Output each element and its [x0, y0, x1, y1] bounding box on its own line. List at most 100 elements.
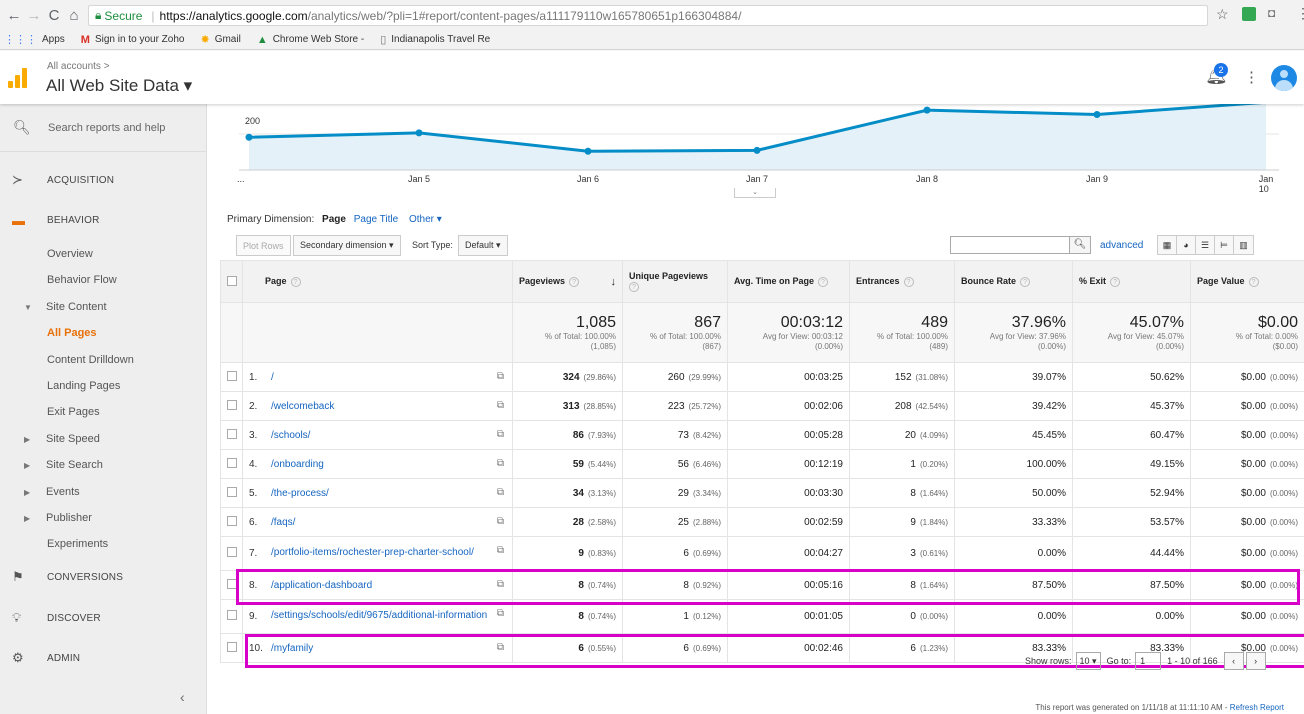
- help-icon[interactable]: ?: [569, 276, 580, 287]
- page-link[interactable]: /onboarding: [271, 458, 324, 470]
- row-checkbox[interactable]: [220, 391, 243, 421]
- page-link[interactable]: /settings/schools/edit/9675/additional-i…: [271, 610, 488, 622]
- help-icon[interactable]: ?: [818, 277, 829, 287]
- column-unique-pageviews[interactable]: Unique Pageviews?: [622, 260, 728, 303]
- bookmark-indianapolis[interactable]: ▯ Indianapolis Travel Re: [380, 34, 491, 46]
- reload-icon[interactable]: C: [48, 6, 60, 24]
- search-reports[interactable]: 🔍︎ Search reports and help: [0, 104, 207, 152]
- back-icon[interactable]: ←: [6, 6, 22, 24]
- sidebar-item-experiments[interactable]: Experiments: [47, 538, 109, 550]
- secondary-dimension-dropdown[interactable]: Secondary dimension ▾: [293, 235, 401, 256]
- dimension-page[interactable]: Page: [322, 214, 346, 225]
- row-checkbox[interactable]: [220, 478, 243, 508]
- open-external-icon[interactable]: ⧉: [496, 487, 504, 498]
- table-view-icon[interactable]: ▦: [1158, 236, 1177, 254]
- bookmark-zoho[interactable]: M Sign in to your Zoho: [80, 33, 185, 46]
- extension-icon[interactable]: [1242, 7, 1256, 21]
- row-checkbox[interactable]: [220, 536, 243, 571]
- sidebar-section-acquisition[interactable]: ≻ ACQUISITION: [12, 172, 115, 187]
- dimension-other[interactable]: Other ▾: [408, 214, 442, 225]
- column-page[interactable]: Page?: [242, 260, 513, 303]
- performance-view-icon[interactable]: ☰: [1196, 236, 1215, 254]
- row-checkbox[interactable]: [220, 362, 243, 392]
- dimension-page-title[interactable]: Page Title: [353, 214, 399, 225]
- analytics-logo[interactable]: [8, 68, 28, 88]
- view-selector[interactable]: All Web Site Data ▾: [46, 76, 193, 95]
- sidebar-item-site-speed[interactable]: ▶ Site Speed: [24, 433, 100, 445]
- sidebar-item-behavior-flow[interactable]: Behavior Flow: [47, 274, 117, 286]
- refresh-report-link[interactable]: Refresh Report: [1229, 703, 1284, 712]
- help-icon[interactable]: ?: [1248, 277, 1259, 287]
- sidebar-section-behavior[interactable]: ▬ BEHAVIOR: [12, 212, 100, 228]
- avatar[interactable]: [1271, 65, 1297, 91]
- open-external-icon[interactable]: ⧉: [496, 516, 504, 527]
- column-page-value[interactable]: Page Value?: [1190, 260, 1304, 303]
- next-page-button[interactable]: ›: [1245, 652, 1266, 670]
- open-external-icon[interactable]: ⧉: [496, 642, 504, 653]
- account-breadcrumb[interactable]: All accounts >: [47, 61, 110, 72]
- plot-rows-button[interactable]: Plot Rows: [236, 235, 291, 256]
- open-external-icon[interactable]: ⧉: [496, 458, 504, 469]
- page-link[interactable]: /: [271, 371, 274, 383]
- sidebar-section-discover[interactable]: 💡︎ DISCOVER: [12, 610, 101, 625]
- star-icon[interactable]: ☆: [1216, 6, 1229, 22]
- sidebar-section-conversions[interactable]: ⚑ CONVERSIONS: [12, 569, 124, 584]
- sidebar-item-publisher[interactable]: ▶ Publisher: [24, 512, 92, 524]
- help-icon[interactable]: ?: [290, 277, 301, 287]
- column-pageviews[interactable]: Pageviews? ↓: [512, 260, 623, 303]
- row-checkbox[interactable]: [220, 449, 243, 479]
- sidebar-item-site-content[interactable]: ▼ Site Content: [24, 301, 107, 313]
- filter-search-icon[interactable]: 🔍︎: [1069, 236, 1091, 254]
- column-avg-time[interactable]: Avg. Time on Page?: [727, 260, 850, 303]
- open-external-icon[interactable]: ⧉: [496, 608, 504, 619]
- prev-page-button[interactable]: ‹: [1223, 652, 1244, 670]
- open-external-icon[interactable]: ⧉: [496, 371, 504, 382]
- help-icon[interactable]: ?: [1110, 277, 1121, 287]
- sidebar-section-admin[interactable]: ⚙ ADMIN: [12, 650, 81, 665]
- sidebar-item-content-drilldown[interactable]: Content Drilldown: [47, 354, 134, 366]
- row-checkbox[interactable]: [220, 570, 243, 600]
- column-exit[interactable]: % Exit?: [1072, 260, 1191, 303]
- pie-view-icon[interactable]: ◕: [1177, 236, 1196, 254]
- bookmark-apps[interactable]: ⋮⋮⋮ Apps: [4, 34, 65, 46]
- open-external-icon[interactable]: ⧉: [496, 579, 504, 590]
- collapse-sidebar-icon[interactable]: ‹: [180, 689, 185, 705]
- sidebar-item-overview[interactable]: Overview: [47, 248, 93, 260]
- sidebar-item-events[interactable]: ▶ Events: [24, 486, 80, 498]
- comparison-view-icon[interactable]: ⊨: [1215, 236, 1234, 254]
- page-link[interactable]: /schools/: [271, 429, 311, 441]
- bookmark-gmail[interactable]: ✸ Gmail: [200, 34, 241, 46]
- page-link[interactable]: /faqs/: [271, 516, 296, 528]
- page-link[interactable]: /welcomeback: [271, 400, 335, 412]
- row-checkbox[interactable]: [220, 633, 243, 663]
- sidebar-item-exit-pages[interactable]: Exit Pages: [47, 406, 100, 418]
- more-options-icon[interactable]: ⋮: [1244, 69, 1259, 86]
- camera-icon[interactable]: ◘: [1268, 6, 1276, 20]
- open-external-icon[interactable]: ⧉: [496, 545, 504, 556]
- row-checkbox[interactable]: [220, 420, 243, 450]
- forward-icon[interactable]: →: [26, 6, 42, 24]
- sidebar-item-landing-pages[interactable]: Landing Pages: [47, 380, 121, 392]
- page-link[interactable]: /myfamily: [271, 642, 314, 654]
- pivot-view-icon[interactable]: ▥: [1234, 236, 1253, 254]
- chart-expand-handle[interactable]: ⌄: [734, 188, 776, 198]
- page-link[interactable]: /application-dashboard: [271, 579, 373, 591]
- page-link[interactable]: /portfolio-items/rochester-prep-charter-…: [271, 547, 474, 559]
- advanced-filter-link[interactable]: advanced: [1100, 240, 1144, 251]
- help-icon[interactable]: ?: [1020, 277, 1031, 287]
- goto-input[interactable]: 1: [1135, 652, 1162, 670]
- select-all-checkbox[interactable]: [220, 260, 243, 303]
- column-entrances[interactable]: Entrances?: [849, 260, 955, 303]
- bookmark-webstore[interactable]: ▲ Chrome Web Store -: [256, 33, 365, 46]
- address-bar[interactable]: 🔒︎ Secure | https://analytics.google.com…: [88, 5, 1208, 26]
- home-icon[interactable]: ⌂: [69, 6, 79, 24]
- page-link[interactable]: /the-process/: [271, 487, 329, 499]
- sidebar-item-site-search[interactable]: ▶ Site Search: [24, 459, 103, 471]
- menu-icon[interactable]: ⋮: [1296, 5, 1304, 21]
- sidebar-item-all-pages[interactable]: All Pages: [47, 327, 97, 339]
- table-filter-input[interactable]: [950, 236, 1070, 254]
- help-icon[interactable]: ?: [629, 282, 639, 292]
- sort-type-dropdown[interactable]: Default ▾: [458, 235, 508, 256]
- row-checkbox[interactable]: [220, 599, 243, 634]
- help-icon[interactable]: ?: [903, 277, 914, 287]
